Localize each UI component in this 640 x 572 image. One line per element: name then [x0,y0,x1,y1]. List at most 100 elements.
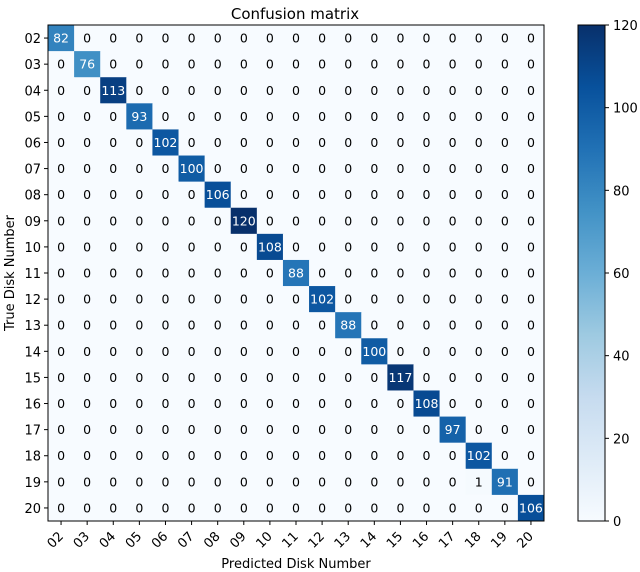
cell-value-label: 0 [527,57,535,72]
heatmap-cell [413,468,440,496]
cell-value-label: 0 [214,318,222,333]
heatmap-cell [335,390,362,417]
heatmap-cell [413,25,440,52]
cell-value-label: 0 [57,318,65,333]
cell-value-label: 0 [161,370,169,385]
cell-value-label: 0 [501,239,509,254]
heatmap-cell [126,25,153,52]
cell-value-label: 0 [344,239,352,254]
cell-value-label: 0 [527,239,535,254]
cell-value-label: 0 [475,57,483,72]
heatmap-cell [387,259,414,287]
cell-value-label: 0 [57,57,65,72]
heatmap-cell [517,51,545,78]
cell-value-label: 0 [475,161,483,176]
cell-value-label: 0 [423,57,431,72]
cell-value-label: 0 [527,344,535,359]
cell-value-label: 0 [266,187,274,202]
heatmap-cell [465,312,493,339]
heatmap-cell [413,312,440,339]
heatmap-cell [335,468,362,496]
cell-value-label: 0 [135,318,143,333]
cell-value-label: 0 [370,83,378,98]
heatmap-cell [361,233,388,261]
cell-value-label: 0 [318,31,326,46]
cell-value-label: 0 [109,292,117,307]
cell-value-label: 97 [445,422,461,437]
heatmap-cell [491,25,519,52]
cell-value-label: 0 [109,109,117,124]
x-tick-label: 11 [280,529,302,551]
cell-value-label: 0 [396,448,404,463]
heatmap-cell [100,155,127,183]
heatmap-cell [74,129,101,156]
cell-value-label: 0 [240,266,248,281]
heatmap-cell [204,390,232,417]
cell-value-label: 0 [83,500,91,515]
y-tick-label: 11 [24,267,41,282]
y-tick-label: 20 [24,502,41,517]
heatmap-cell [439,181,467,209]
heatmap-cell [152,207,179,235]
heatmap-cell [439,390,467,417]
cell-value-label: 0 [83,266,91,281]
cell-value-label: 76 [79,57,95,72]
cell-value-label: 0 [449,344,457,359]
heatmap-cell [282,494,310,522]
heatmap-cell [309,390,336,417]
heatmap-cell [387,233,414,261]
cell-value-label: 0 [292,500,300,515]
heatmap-cell [465,181,493,209]
cell-value-label: 0 [240,396,248,411]
heatmap-cell [517,494,545,522]
cell-value-label: 0 [240,187,248,202]
heatmap-cell [387,286,414,313]
heatmap-cell [126,77,153,104]
cell-value-label: 0 [240,344,248,359]
cell-value-label: 0 [188,344,196,359]
heatmap-cell [465,259,493,287]
cell-value-label: 0 [240,83,248,98]
heatmap-cell [439,468,467,496]
heatmap-cell [517,416,545,444]
cell-value-label: 0 [318,422,326,437]
cell-value-label: 0 [396,57,404,72]
cell-value-label: 0 [109,318,117,333]
cell-value-label: 82 [53,31,69,46]
heatmap-cell [204,129,232,156]
heatmap-cell [230,259,258,287]
heatmap-cell [465,364,493,391]
heatmap-cell [152,364,179,391]
heatmap-cell [465,338,493,365]
cell-value-label: 0 [240,57,248,72]
heatmap-cell [230,77,258,104]
cell-value-label: 0 [423,31,431,46]
cell-value-label: 0 [344,187,352,202]
heatmap-cell [309,103,336,130]
cell-value-label: 0 [423,135,431,150]
cell-value-label: 0 [449,213,457,228]
cell-value-label: 0 [83,161,91,176]
heatmap-cell [361,77,388,104]
cell-value-label: 0 [161,318,169,333]
heatmap-cell [204,181,232,209]
cell-value-label: 0 [266,292,274,307]
heatmap-cell [282,338,310,365]
heatmap-cell [204,494,232,522]
cell-value-label: 0 [449,266,457,281]
heatmap-cell [256,390,284,417]
cell-value-label: 0 [188,239,196,254]
cell-value-label: 0 [214,31,222,46]
heatmap-cell [491,286,519,313]
cell-value-label: 0 [83,474,91,489]
cell-value-label: 0 [370,266,378,281]
heatmap-cell [517,129,545,156]
cell-value-label: 0 [83,109,91,124]
heatmap-cell [282,233,310,261]
heatmap-cell [256,416,284,444]
cell-value-label: 0 [57,344,65,359]
heatmap-cell [309,442,336,470]
cell-value-label: 0 [188,370,196,385]
cell-value-label: 0 [475,213,483,228]
heatmap-cell [335,207,362,235]
